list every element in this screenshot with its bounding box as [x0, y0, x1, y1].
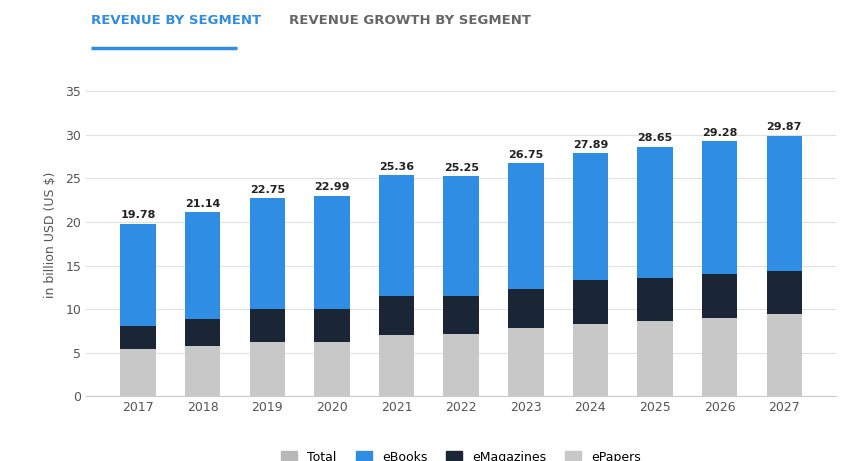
Bar	[185, 319, 220, 346]
Bar	[313, 343, 350, 396]
Bar	[443, 296, 479, 334]
Bar	[507, 328, 543, 396]
Bar	[249, 198, 285, 309]
Text: 21.14: 21.14	[185, 199, 220, 208]
Bar	[378, 336, 414, 396]
Text: 29.28: 29.28	[701, 128, 736, 137]
Bar	[121, 326, 156, 349]
Bar	[249, 309, 285, 343]
Bar	[636, 278, 672, 321]
Bar	[507, 163, 543, 289]
Text: 27.89: 27.89	[572, 140, 607, 150]
Bar	[249, 343, 285, 396]
Bar	[701, 141, 736, 274]
Bar	[121, 349, 156, 396]
Text: 19.78: 19.78	[121, 211, 156, 220]
Bar	[572, 280, 608, 324]
Bar	[313, 309, 350, 343]
Bar	[443, 334, 479, 396]
Bar	[313, 196, 350, 309]
Text: 25.25: 25.25	[443, 163, 478, 173]
Text: 22.99: 22.99	[313, 183, 350, 192]
Bar	[572, 153, 608, 280]
Bar	[378, 175, 414, 296]
Bar	[185, 212, 220, 319]
Bar	[765, 136, 801, 271]
Bar	[701, 318, 736, 396]
Bar	[765, 314, 801, 396]
Bar	[765, 271, 801, 314]
Bar	[636, 321, 672, 396]
Legend: Total, eBooks, eMagazines, ePapers: Total, eBooks, eMagazines, ePapers	[281, 451, 641, 461]
Text: 22.75: 22.75	[250, 184, 284, 195]
Text: 25.36: 25.36	[379, 162, 413, 172]
Text: REVENUE GROWTH BY SEGMENT: REVENUE GROWTH BY SEGMENT	[288, 14, 530, 27]
Y-axis label: in billion USD (US $): in billion USD (US $)	[44, 172, 57, 298]
Bar	[636, 147, 672, 278]
Bar	[701, 274, 736, 318]
Bar	[185, 346, 220, 396]
Bar	[507, 289, 543, 328]
Bar	[443, 176, 479, 296]
Bar	[378, 296, 414, 336]
Text: 29.87: 29.87	[765, 123, 801, 132]
Bar	[572, 324, 608, 396]
Text: 26.75: 26.75	[508, 150, 542, 160]
Bar	[121, 224, 156, 326]
Text: 28.65: 28.65	[636, 133, 672, 143]
Text: REVENUE BY SEGMENT: REVENUE BY SEGMENT	[90, 14, 260, 27]
